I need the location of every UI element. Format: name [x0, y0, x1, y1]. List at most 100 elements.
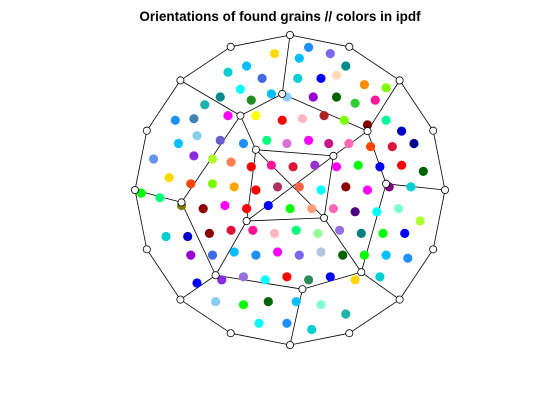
grain-point-23 — [319, 111, 329, 121]
grain-point-4 — [269, 49, 280, 59]
grain-point-43 — [246, 162, 256, 172]
frame-vertex-19 — [236, 111, 245, 120]
grain-point-48 — [353, 160, 363, 170]
grain-point-22 — [297, 114, 307, 124]
frame-vertex-3 — [429, 245, 438, 254]
grain-point-64 — [149, 154, 159, 164]
grain-point-68 — [198, 204, 208, 214]
frame-edge-38 — [255, 149, 334, 157]
grain-point-121 — [170, 115, 180, 125]
grain-point-107 — [260, 275, 270, 285]
grain-point-41 — [207, 154, 218, 164]
frame-vertex-6 — [395, 76, 404, 85]
frame-edge-26 — [367, 130, 387, 184]
grain-point-5 — [359, 80, 369, 90]
frame-vertex-21 — [382, 179, 391, 188]
grain-point-113 — [263, 297, 273, 307]
frame-vertex-15 — [226, 329, 235, 338]
grain-point-93 — [229, 247, 239, 257]
frame-vertex-5 — [429, 126, 438, 135]
frame-edge-32 — [215, 220, 247, 276]
grain-point-34 — [282, 138, 292, 149]
grain-point-44 — [266, 160, 276, 170]
frame-edge-10 — [146, 80, 181, 131]
grain-point-92 — [207, 250, 218, 260]
grain-point-20 — [251, 111, 261, 121]
frame-edge-37 — [323, 155, 334, 218]
frame-edge-12 — [134, 189, 148, 250]
grain-point-78 — [415, 216, 425, 226]
grain-point-86 — [248, 225, 258, 235]
grain-point-60 — [229, 182, 239, 192]
frame-edge-20 — [361, 271, 400, 300]
grain-point-74 — [328, 204, 338, 214]
grain-point-115 — [316, 300, 326, 310]
grain-point-40 — [189, 151, 199, 161]
grain-point-26 — [381, 115, 391, 125]
frame-vertex-7 — [345, 42, 354, 51]
grain-point-57 — [294, 182, 304, 192]
grain-point-25 — [362, 120, 373, 130]
grain-point-37 — [215, 135, 225, 145]
grain-point-110 — [192, 278, 202, 288]
grain-point-114 — [291, 297, 301, 307]
grain-point-54 — [362, 185, 373, 195]
grain-point-52 — [406, 182, 416, 192]
grain-point-27 — [397, 126, 407, 136]
grain-point-2 — [341, 61, 351, 71]
frame-vertex-13 — [142, 245, 151, 254]
grain-point-79 — [400, 228, 410, 238]
grain-point-119 — [307, 324, 317, 335]
frame-vertex-11 — [142, 126, 151, 135]
grain-point-1 — [325, 49, 335, 59]
grain-point-12 — [331, 92, 342, 102]
frame-edge-2 — [399, 249, 434, 300]
grain-point-61 — [207, 179, 218, 189]
grain-point-11 — [350, 98, 360, 108]
grain-point-19 — [223, 111, 233, 121]
grain-point-91 — [186, 250, 196, 260]
grain-point-97 — [316, 247, 326, 257]
grain-point-81 — [356, 228, 366, 238]
frame-edge-33 — [323, 217, 362, 273]
grain-points — [136, 42, 428, 335]
grain-point-28 — [409, 138, 419, 149]
chart-title: Orientations of found grains // colors i… — [139, 9, 421, 24]
grain-point-103 — [350, 275, 360, 285]
grain-point-58 — [273, 182, 283, 192]
grain-point-75 — [350, 207, 360, 217]
grain-point-94 — [251, 250, 261, 260]
grain-point-124 — [331, 70, 342, 80]
grain-point-42 — [226, 157, 236, 167]
grain-point-56 — [316, 185, 326, 195]
frame-vertex-24 — [242, 216, 251, 225]
grain-point-112 — [238, 300, 249, 310]
grain-point-13 — [308, 92, 318, 102]
grain-point-101 — [403, 253, 413, 263]
frame-edge-29 — [281, 34, 291, 94]
grain-point-63 — [164, 173, 174, 183]
grain-point-69 — [220, 200, 230, 211]
grain-point-111 — [211, 297, 221, 307]
frame-vertex-4 — [440, 185, 449, 194]
grain-point-98 — [338, 250, 348, 260]
grain-point-47 — [331, 162, 342, 172]
grain-point-29 — [387, 142, 397, 152]
grain-point-55 — [341, 182, 351, 192]
frame-vertex-20 — [177, 198, 186, 207]
grain-point-16 — [246, 95, 256, 105]
frame-edge-3 — [432, 189, 446, 250]
grain-point-118 — [282, 318, 292, 328]
grain-point-95 — [273, 247, 283, 257]
grain-point-123 — [242, 61, 252, 71]
frame-vertices — [130, 30, 449, 349]
frame-edge-15 — [230, 332, 291, 346]
grain-point-85 — [269, 228, 280, 238]
frame-vertex-17 — [357, 268, 366, 277]
grain-point-87 — [226, 225, 236, 235]
grain-point-80 — [378, 228, 388, 238]
grain-point-109 — [217, 275, 227, 285]
grain-point-38 — [192, 131, 202, 141]
frame-vertex-27 — [251, 145, 260, 154]
frame-vertex-9 — [226, 42, 235, 51]
